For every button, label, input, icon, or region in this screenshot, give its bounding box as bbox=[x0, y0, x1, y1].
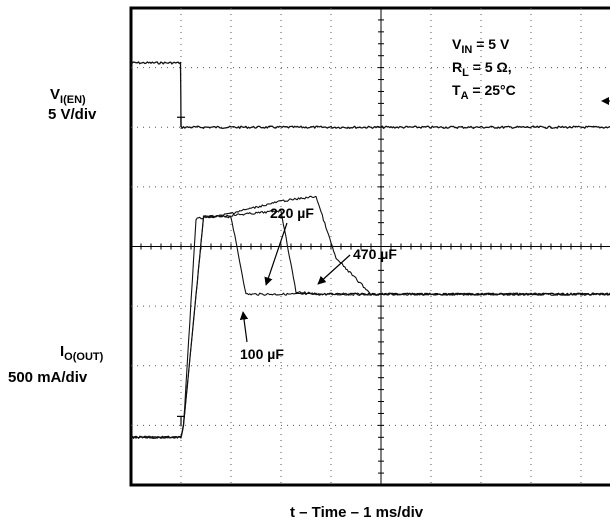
channel2-scale: 500 mA/div bbox=[8, 369, 88, 386]
channel2-label: IO(OUT) bbox=[60, 343, 103, 366]
annotation-470uf: 470 µF bbox=[353, 246, 397, 262]
arrow-470uf bbox=[317, 254, 351, 285]
arrow-100uf bbox=[239, 311, 249, 343]
channel1-name: VI(EN) bbox=[50, 86, 86, 106]
traces bbox=[130, 61, 610, 439]
annotation-100uf: 100 µF bbox=[240, 346, 284, 362]
channel1-label: VI(EN) bbox=[50, 86, 86, 109]
condition-ta: TA = 25°C bbox=[452, 82, 516, 102]
condition-vin: VIN = 5 V bbox=[452, 36, 510, 56]
channel2-name: IO(OUT) bbox=[60, 343, 104, 363]
trace-v-i-en- bbox=[130, 61, 610, 129]
arrow-220uf bbox=[264, 222, 288, 286]
channel1-scale: 5 V/div bbox=[48, 106, 97, 123]
trace-470-f bbox=[130, 195, 610, 439]
trace-markers bbox=[177, 116, 185, 427]
condition-rl: RL = 5 Ω, bbox=[452, 59, 512, 79]
x-axis-label: t – Time – 1 ms/div bbox=[290, 504, 424, 521]
grid bbox=[130, 7, 610, 486]
annotation-220uf: 220 µF bbox=[270, 205, 314, 221]
